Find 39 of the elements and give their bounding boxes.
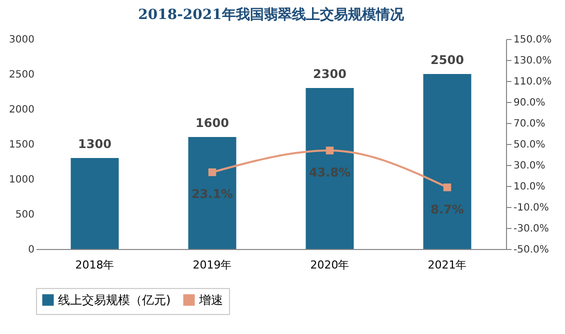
data-label: 1600 [196, 116, 229, 130]
y2-tick-label: 130.0% [514, 56, 552, 66]
y-tick-label: 1500 [9, 140, 34, 150]
y2-tick-label: 110.0% [514, 76, 552, 88]
point [326, 146, 334, 154]
y-tick-label: 3000 [9, 34, 34, 46]
y2-tick-label: 30.0% [514, 160, 546, 172]
data-label: 8.7% [430, 202, 464, 216]
legend-label: 线上交易规模（亿元) [58, 293, 171, 307]
y2-tick-label: 50.0% [514, 140, 546, 150]
bar [423, 74, 472, 249]
y2-tick-label: 10.0% [514, 182, 546, 192]
y2-tick-label: 90.0% [514, 98, 546, 108]
point [443, 183, 452, 192]
x-tick-label: 2021年 [428, 258, 467, 272]
bar [188, 137, 236, 249]
y-tick-label: 2000 [9, 104, 34, 116]
y-tick-label: 1000 [9, 174, 34, 186]
data-label: 43.8% [308, 166, 351, 180]
y2-tick-label: -10.0% [514, 202, 549, 214]
y2-tick-label: 150.0% [514, 34, 552, 46]
data-label: 1300 [78, 137, 112, 151]
data-label: 23.1% [191, 187, 234, 202]
y-tick-label: 500 [15, 210, 34, 220]
y2-tick-label: 70.0% [514, 118, 546, 130]
y2-tick-label: -50.0% [514, 244, 549, 256]
data-label: 2300 [313, 67, 346, 81]
bar [306, 88, 354, 249]
y-tick-label: 0 [28, 244, 34, 256]
data-label: 2500 [430, 53, 464, 67]
y2-tick-label: -30.0% [514, 224, 549, 234]
legend-label: 增速 [198, 293, 223, 307]
chart-title: 2018-2021年我国翡翠线上交易规模情况 [138, 6, 405, 23]
y-tick-label: 2500 [9, 70, 34, 80]
bar [70, 158, 119, 249]
point [208, 168, 216, 176]
x-tick-label: 2020年 [310, 258, 350, 272]
x-tick-label: 2019年 [192, 258, 232, 272]
x-tick-label: 2018年 [75, 258, 114, 272]
